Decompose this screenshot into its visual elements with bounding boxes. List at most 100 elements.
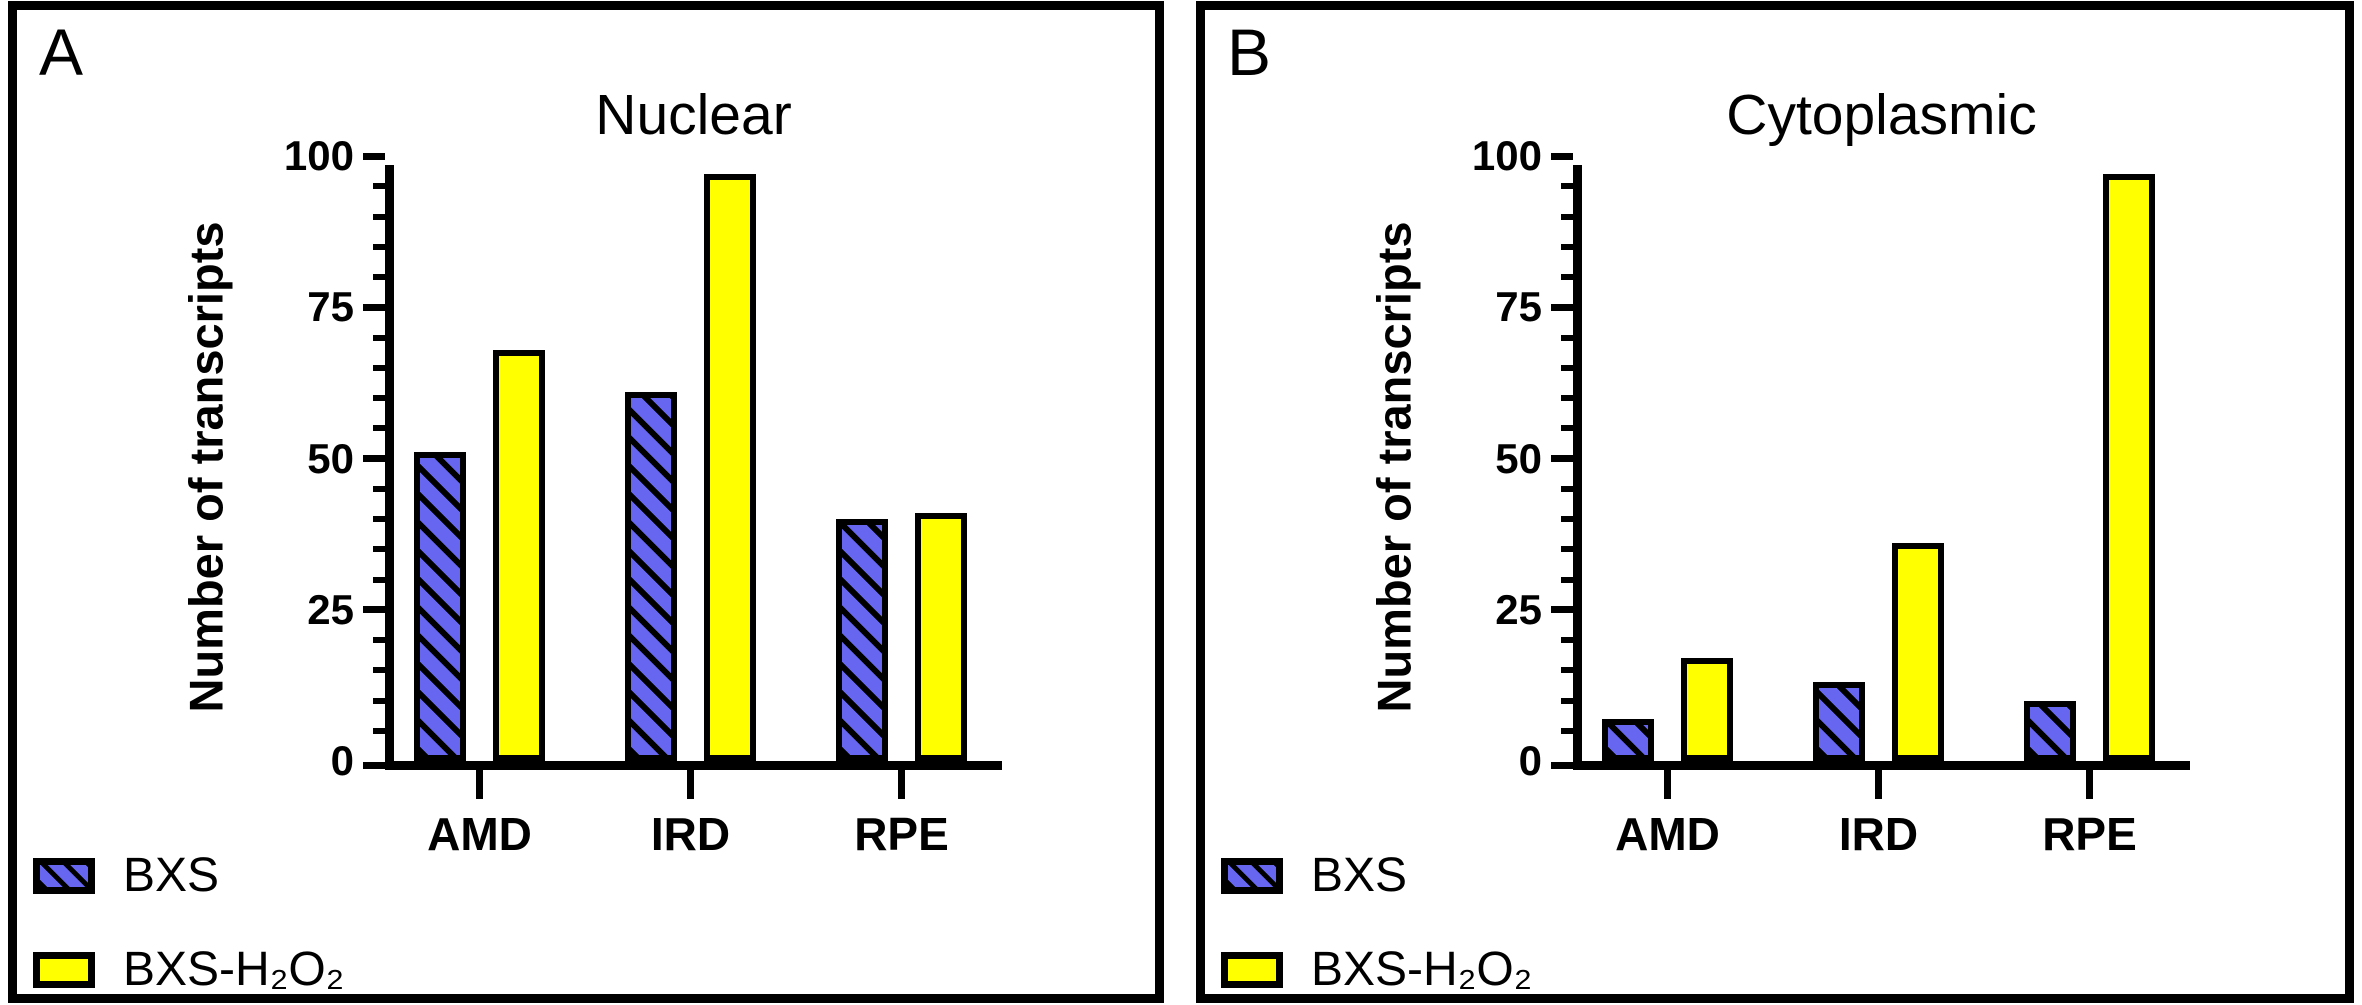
bxs-legend-swatch	[33, 858, 95, 894]
y-axis-minor-tick	[1561, 667, 1573, 674]
y-axis-major-tick	[363, 152, 385, 160]
y-axis-minor-tick	[1561, 274, 1573, 280]
legend: BXS BXS-H₂O₂	[33, 852, 344, 994]
y-axis-minor-tick	[1561, 576, 1573, 583]
legend-label: BXS-H₂O₂	[123, 943, 345, 996]
legend-label: BXS-H₂O₂	[1311, 943, 1533, 996]
y-axis-title: Number of transcripts	[179, 221, 233, 713]
y-axis-minor-tick	[373, 697, 385, 704]
y-axis-minor-tick	[1561, 425, 1573, 432]
bar-bxs-ird	[1813, 682, 1865, 761]
y-axis-minor-tick	[373, 576, 385, 583]
y-axis-minor-tick	[1561, 334, 1573, 341]
y-axis-minor-tick	[373, 667, 385, 674]
y-axis-minor-tick	[373, 485, 385, 492]
y-axis-minor-tick	[1561, 213, 1573, 220]
y-axis-tick-label: 50	[1495, 434, 1542, 482]
y-axis-major-tick	[1551, 455, 1573, 462]
bar-bxsho-rpe	[2103, 174, 2155, 761]
y-axis-minor-tick	[373, 364, 385, 371]
panel-a: A Nuclear Number of transcripts 0 25 50 75 1…	[8, 1, 1164, 1003]
bar-bxs-rpe	[2024, 700, 2076, 761]
chart-title: Nuclear	[595, 83, 792, 147]
y-axis-minor-tick	[373, 213, 385, 220]
bar-bxsho-ird	[704, 174, 756, 761]
legend-item-bxs: BXS	[33, 852, 344, 900]
y-axis-minor-tick	[373, 425, 385, 432]
x-category-label: RPE	[854, 808, 949, 860]
plot-area: 0 25 50 75 100 AMD IRD RPE	[1472, 135, 2190, 857]
bar-bxs-rpe	[836, 519, 888, 761]
x-category-label: RPE	[2042, 808, 2137, 860]
y-axis-minor-tick	[373, 183, 385, 190]
y-axis-minor-tick	[373, 546, 385, 553]
legend-item-bxs-h2o2: BXS-H₂O₂	[1221, 946, 1532, 994]
y-axis-tick-label: 0	[1518, 737, 1542, 784]
y-axis-minor-tick	[1561, 637, 1573, 643]
legend-label: BXS	[123, 849, 220, 902]
x-axis-tick	[687, 770, 694, 799]
y-axis-minor-tick	[1561, 485, 1573, 492]
y-axis-tick-label: 0	[330, 737, 354, 784]
x-axis-tick	[2086, 770, 2093, 799]
y-axis-major-tick	[1551, 606, 1573, 614]
y-axis-tick-label: 100	[1471, 132, 1542, 179]
y-axis-major-tick	[363, 762, 385, 769]
x-category-label: AMD	[1615, 808, 1720, 860]
y-axis-minor-tick	[1561, 546, 1573, 553]
x-category-label: AMD	[427, 808, 532, 860]
y-axis-minor-tick	[373, 727, 385, 734]
y-axis-minor-tick	[1561, 516, 1573, 522]
y-axis-title: Number of transcripts	[1367, 221, 1421, 713]
y-axis-minor-tick	[1561, 183, 1573, 190]
y-axis-minor-tick	[1561, 727, 1573, 734]
y-axis-minor-tick	[373, 637, 385, 643]
y-axis-major-tick	[1551, 152, 1573, 160]
y-axis-minor-tick	[1561, 697, 1573, 704]
legend: BXS BXS-H₂O₂	[1221, 852, 1532, 994]
plot-area: 0 25 50 75 100 AMD IRD RPE	[284, 135, 1002, 857]
legend-item-bxs-h2o2: BXS-H₂O₂	[33, 946, 344, 994]
y-axis-minor-tick	[1561, 395, 1573, 401]
bxs-legend-swatch	[1221, 858, 1283, 894]
bar-bxsho-amd	[1681, 658, 1733, 761]
y-axis-major-tick	[363, 606, 385, 614]
x-axis-tick	[476, 770, 483, 799]
y-axis-tick-label: 25	[1495, 585, 1542, 633]
x-category-label: IRD	[1838, 808, 1919, 860]
y-axis-minor-tick	[373, 516, 385, 522]
legend-item-bxs: BXS	[1221, 852, 1532, 900]
y-axis-minor-tick	[373, 274, 385, 280]
x-axis-tick	[1664, 770, 1671, 799]
bar-bxsho-amd	[493, 349, 545, 761]
y-axis-tick-label: 75	[1495, 283, 1542, 331]
y-axis-minor-tick	[373, 334, 385, 341]
y-axis-tick-label: 25	[307, 585, 354, 633]
y-axis-minor-tick	[373, 395, 385, 401]
bar-bxs-amd	[414, 452, 466, 761]
panel-b: B Cytoplasmic Number of transcripts 0 25 5…	[1196, 1, 2354, 1003]
y-axis-major-tick	[1551, 303, 1573, 311]
bxs-h2o2-legend-swatch	[33, 952, 95, 988]
y-axis-tick-label: 100	[283, 132, 354, 179]
y-axis-minor-tick	[1561, 243, 1573, 250]
bar-bxs-amd	[1602, 718, 1654, 761]
y-axis-major-tick	[1551, 762, 1573, 769]
x-category-label: IRD	[650, 808, 731, 860]
x-axis-tick	[898, 770, 905, 799]
bar-bxsho-ird	[1892, 543, 1944, 761]
y-axis-tick-label: 50	[307, 434, 354, 482]
y-axis-major-tick	[363, 303, 385, 311]
panel-letter: B	[1227, 15, 1272, 89]
panel-letter: A	[39, 15, 84, 89]
bxs-h2o2-legend-swatch	[1221, 952, 1283, 988]
bar-bxs-ird	[625, 391, 677, 761]
legend-label: BXS	[1311, 849, 1408, 902]
x-axis-tick	[1875, 770, 1882, 799]
y-axis-minor-tick	[1561, 364, 1573, 371]
y-axis-minor-tick	[373, 243, 385, 250]
y-axis-tick-label: 75	[307, 283, 354, 331]
chart-title: Cytoplasmic	[1726, 83, 2037, 147]
y-axis-major-tick	[363, 455, 385, 462]
